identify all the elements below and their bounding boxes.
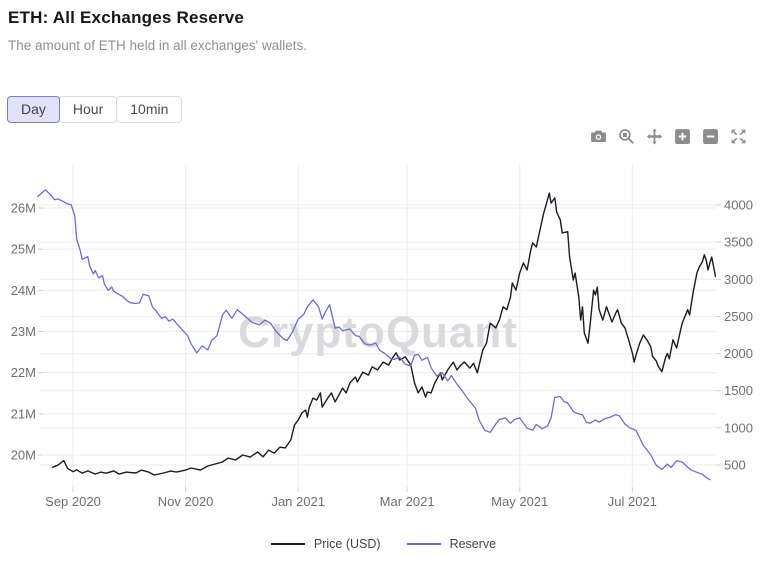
legend-item-reserve[interactable]: Reserve (406, 537, 497, 551)
y-left-tick-label: 22M (11, 365, 36, 380)
pan-icon (646, 128, 663, 145)
page-title: ETH: All Exchanges Reserve (8, 8, 245, 27)
tab-10min[interactable]: 10min (116, 96, 183, 123)
y-right-tick-label: 4000 (724, 197, 753, 212)
interval-tabs: Day Hour 10min (7, 96, 183, 123)
zoom-icon (618, 128, 635, 145)
y-left-tick-label: 23M (11, 324, 36, 339)
legend-line-swatch (406, 543, 441, 545)
watermark-text: CryptoQuant (238, 308, 518, 357)
y-right-tick-label: 3000 (724, 272, 753, 287)
autoscale-button[interactable] (730, 128, 747, 145)
chart-legend: Price (USD) Reserve (0, 531, 767, 557)
x-tick-label: Jan 2021 (271, 494, 325, 509)
chart-toolbar (590, 128, 747, 145)
x-tick-label: Nov 2020 (158, 494, 214, 509)
y-left-tick-label: 25M (11, 242, 36, 257)
zoom-out-button[interactable] (702, 128, 719, 145)
y-left-tick-label: 20M (11, 448, 36, 463)
zoom-mode-button[interactable] (618, 128, 635, 145)
zoom-out-icon (702, 128, 719, 145)
legend-label: Reserve (449, 537, 497, 551)
y-right-tick-label: 1000 (724, 420, 753, 435)
legend-item-price-usd[interactable]: Price (USD) (270, 537, 381, 551)
page-subtitle: The amount of ETH held in all exchanges'… (8, 38, 307, 53)
zoom-in-icon (674, 128, 691, 145)
x-tick-label: Mar 2021 (380, 494, 435, 509)
y-left-tick-label: 24M (11, 283, 36, 298)
x-tick-label: May 2021 (491, 494, 548, 509)
y-right-tick-label: 1500 (724, 383, 753, 398)
series-line-price-usd[interactable] (52, 192, 717, 476)
legend-label: Price (USD) (313, 537, 381, 551)
camera-icon (590, 128, 607, 145)
series-line-reserve[interactable] (37, 189, 711, 481)
autoscale-icon (730, 128, 747, 145)
y-left-tick-label: 26M (11, 200, 36, 215)
pan-mode-button[interactable] (646, 128, 663, 145)
y-right-tick-label: 3500 (724, 235, 753, 250)
x-tick-label: Jul 2021 (608, 494, 657, 509)
zoom-in-button[interactable] (674, 128, 691, 145)
y-right-tick-label: 500 (724, 458, 746, 473)
x-tick-label: Sep 2020 (45, 494, 101, 509)
y-right-tick-label: 2000 (724, 346, 753, 361)
legend-line-swatch (270, 543, 305, 545)
download-camera-button[interactable] (590, 128, 607, 145)
tab-day[interactable]: Day (7, 96, 60, 123)
y-left-tick-label: 21M (11, 406, 36, 421)
y-right-tick-label: 2500 (724, 309, 753, 324)
tab-hour[interactable]: Hour (58, 96, 118, 123)
